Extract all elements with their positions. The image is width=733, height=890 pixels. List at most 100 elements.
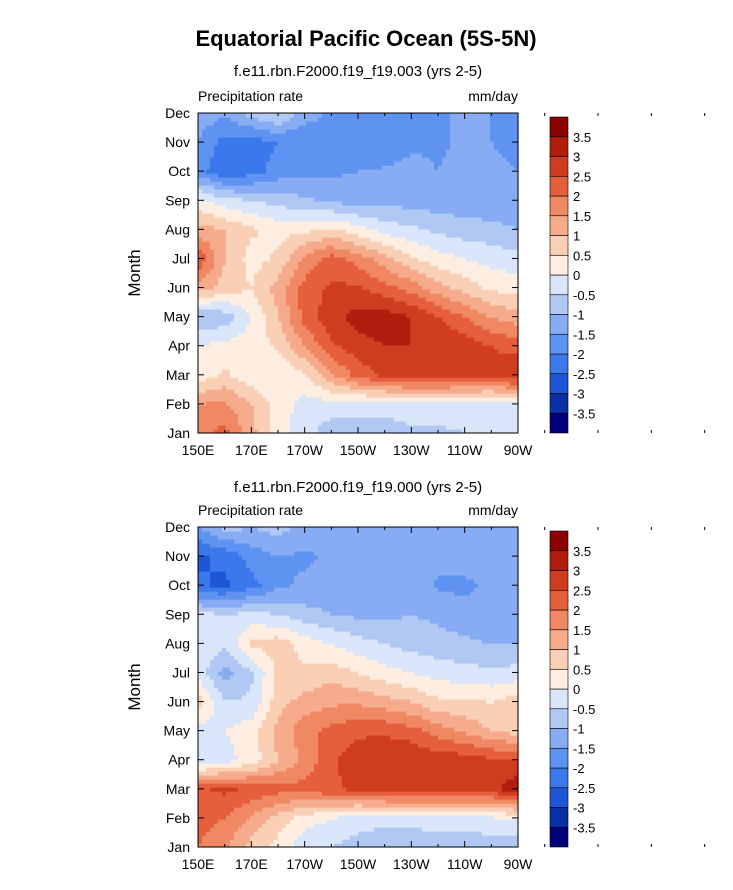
contour-cell xyxy=(414,373,419,378)
contour-cell xyxy=(430,325,435,330)
contour-cell xyxy=(450,241,455,246)
contour-cell xyxy=(398,237,403,242)
contour-cell xyxy=(270,209,275,214)
contour-cell xyxy=(338,249,343,254)
contour-cell xyxy=(270,345,275,350)
contour-cell xyxy=(246,221,251,226)
contour-cell xyxy=(406,205,411,210)
contour-cell xyxy=(366,265,371,270)
contour-cell xyxy=(494,385,499,390)
contour-cell xyxy=(274,425,279,430)
contour-cell xyxy=(330,397,335,402)
contour-cell xyxy=(346,193,351,198)
contour-cell xyxy=(406,317,411,322)
contour-cell xyxy=(414,217,419,222)
contour-cell xyxy=(326,201,331,206)
contour-cell xyxy=(350,277,355,282)
contour-cell xyxy=(374,245,379,250)
contour-cell xyxy=(478,257,483,262)
contour-cell xyxy=(314,409,319,414)
contour-cell xyxy=(462,409,467,414)
contour-cell xyxy=(234,385,239,390)
contour-cell xyxy=(274,389,279,394)
contour-cell xyxy=(206,205,211,210)
contour-cell xyxy=(446,209,451,214)
contour-cell xyxy=(446,245,451,250)
contour-cell xyxy=(306,357,311,362)
contour-cell xyxy=(402,233,407,238)
contour-cell xyxy=(390,377,395,382)
contour-cell xyxy=(490,385,495,390)
contour-cell xyxy=(222,237,227,242)
contour-cell xyxy=(258,393,263,398)
contour-cell xyxy=(486,193,491,198)
contour-cell xyxy=(442,281,447,286)
contour-cell xyxy=(342,189,347,194)
contour-cell xyxy=(218,401,223,406)
contour-cell xyxy=(262,285,267,290)
contour-cell xyxy=(262,389,267,394)
contour-cell xyxy=(374,213,379,218)
contour-cell xyxy=(510,317,515,322)
contour-cell xyxy=(490,253,495,258)
contour-cell xyxy=(378,325,383,330)
contour-cell xyxy=(338,229,343,234)
contour-cell xyxy=(270,221,275,226)
contour-cell xyxy=(206,425,211,430)
contour-cell xyxy=(406,381,411,386)
contour-cell xyxy=(418,301,423,306)
contour-cell xyxy=(270,185,275,190)
contour-cell xyxy=(302,409,307,414)
contour-cell xyxy=(470,297,475,302)
contour-cell xyxy=(486,221,491,226)
contour-cell xyxy=(502,213,507,218)
contour-cell xyxy=(254,309,259,314)
contour-cell xyxy=(202,201,207,206)
contour-cell xyxy=(374,229,379,234)
contour-cell xyxy=(506,249,511,254)
contour-cell xyxy=(426,345,431,350)
contour-cell xyxy=(370,217,375,222)
contour-cell xyxy=(398,417,403,422)
contour-cell xyxy=(314,329,319,334)
contour-cell xyxy=(342,329,347,334)
contour-cell xyxy=(338,193,343,198)
contour-cell xyxy=(430,365,435,370)
contour-cell xyxy=(378,185,383,190)
contour-cell xyxy=(250,221,255,226)
contour-cell xyxy=(226,345,231,350)
contour-cell xyxy=(218,421,223,426)
contour-cell xyxy=(474,281,479,286)
contour-cell xyxy=(510,333,515,338)
contour-cell xyxy=(318,201,323,206)
contour-cell xyxy=(310,405,315,410)
contour-cell xyxy=(402,353,407,358)
contour-cell xyxy=(250,341,255,346)
contour-cell xyxy=(286,281,291,286)
contour-cell xyxy=(206,181,211,186)
contour-cell xyxy=(290,325,295,330)
contour-cell xyxy=(442,285,447,290)
contour-cell xyxy=(274,209,279,214)
contour-cell xyxy=(402,293,407,298)
contour-cell xyxy=(242,245,247,250)
contour-cell xyxy=(446,229,451,234)
contour-cell xyxy=(230,357,235,362)
contour-cell xyxy=(470,205,475,210)
contour-cell xyxy=(378,201,383,206)
contour-cell xyxy=(298,233,303,238)
contour-cell xyxy=(266,389,271,394)
contour-cell xyxy=(414,257,419,262)
contour-cell xyxy=(450,285,455,290)
contour-cell xyxy=(390,381,395,386)
contour-cell xyxy=(242,341,247,346)
contour-cell xyxy=(470,309,475,314)
contour-cell xyxy=(482,293,487,298)
contour-cell xyxy=(466,369,471,374)
contour-cell xyxy=(286,381,291,386)
contour-cell xyxy=(254,257,259,262)
contour-cell xyxy=(478,385,483,390)
contour-cell xyxy=(286,237,291,242)
contour-cell xyxy=(230,389,235,394)
